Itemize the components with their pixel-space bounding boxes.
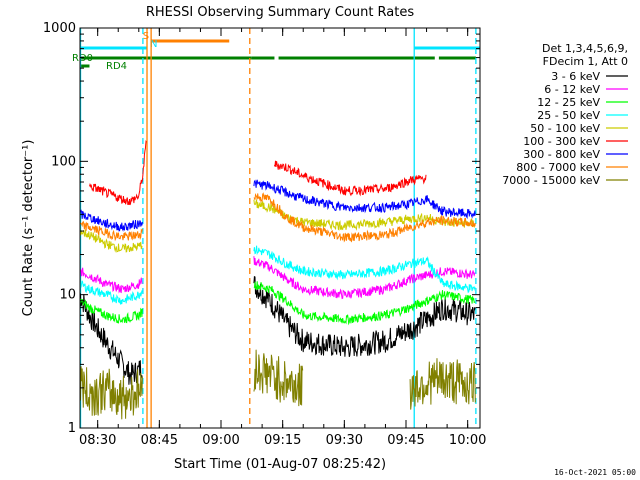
- series-line-2: [253, 281, 476, 326]
- y-axis-label: Count Rate (s⁻¹ detector⁻¹): [21, 140, 36, 317]
- flag-label-n: N: [150, 39, 157, 50]
- y-tick-label: 1000: [43, 21, 76, 36]
- series-layer: [79, 139, 476, 420]
- y-tick-label: 10: [59, 288, 76, 303]
- legend-label: 800 - 7000 keV: [516, 161, 600, 174]
- x-tick-label: 09:45: [387, 433, 424, 448]
- legend-label: 7000 - 15000 keV: [502, 174, 600, 187]
- legend-label: 6 - 12 keV: [544, 83, 600, 96]
- flag-label-rd0: RD0: [72, 53, 93, 64]
- y-tick-label: 1: [68, 421, 76, 436]
- series-line-7: [253, 192, 476, 243]
- chart-title: RHESSI Observing Summary Count Rates: [146, 5, 415, 20]
- series-line-6: [253, 179, 476, 220]
- series-line-3: [79, 280, 143, 305]
- series-line-3: [253, 245, 476, 294]
- legend-label: 12 - 25 keV: [537, 96, 600, 109]
- series-line-5: [89, 139, 147, 206]
- x-tick-label: 09:00: [202, 433, 239, 448]
- legend-label: 300 - 800 keV: [523, 148, 600, 161]
- series-line-0: [79, 293, 143, 385]
- legend-header: Det 1,3,4,5,6,9,: [542, 42, 628, 55]
- legend-header: FDecim 1, Att 0: [543, 55, 628, 68]
- legend: Det 1,3,4,5,6,9,FDecim 1, Att 0 3 - 6 keV…: [502, 42, 628, 187]
- x-tick-label: 10:00: [449, 433, 486, 448]
- series-line-2: [79, 298, 143, 324]
- x-axis: 08:30 08:45 09:00 09:15 09:30 09:45 10:00: [79, 28, 486, 448]
- series-line-4: [79, 226, 143, 253]
- x-tick-label: 08:30: [79, 433, 116, 448]
- series-line-5: [274, 160, 427, 197]
- series-line-6: [79, 209, 143, 232]
- x-axis-label: Start Time (01-Aug-07 08:25:42): [174, 457, 386, 472]
- series-line-8: [79, 366, 143, 420]
- y-axis: 1 10 100 1000: [43, 21, 480, 436]
- x-tick-label: 09:30: [326, 433, 363, 448]
- plot-frame: [79, 27, 481, 429]
- legend-label: 3 - 6 keV: [551, 70, 600, 83]
- flags-layer: SN RD0 RD4: [72, 31, 480, 72]
- x-tick-label: 08:45: [141, 433, 178, 448]
- legend-label: 100 - 300 keV: [523, 135, 600, 148]
- flag-label-s: S: [143, 31, 149, 42]
- series-line-8: [409, 358, 476, 410]
- legend-label: 50 - 100 keV: [530, 122, 600, 135]
- series-line-0: [253, 275, 476, 357]
- flag-label-rd4: RD4: [106, 61, 127, 72]
- timestamp: 16-Oct-2021 05:00: [554, 468, 636, 477]
- y-tick-label: 100: [51, 154, 76, 169]
- legend-label: 25 - 50 keV: [537, 109, 600, 122]
- series-line-1: [79, 267, 143, 294]
- x-tick-label: 09:15: [264, 433, 301, 448]
- series-line-8: [253, 349, 304, 407]
- series-line-7: [79, 220, 143, 242]
- series-line-4: [253, 198, 476, 231]
